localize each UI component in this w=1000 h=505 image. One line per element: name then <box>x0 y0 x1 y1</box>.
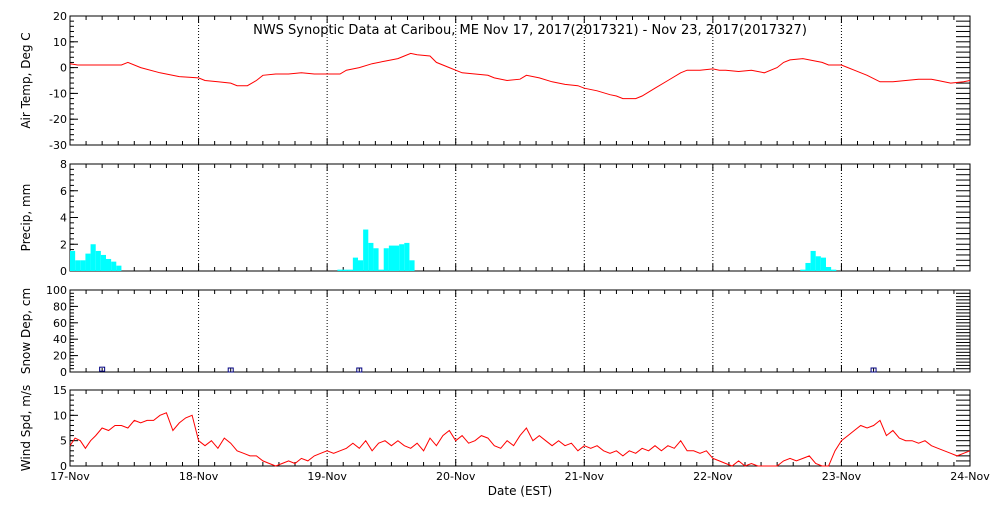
x-tick-label: 20-Nov <box>436 470 476 483</box>
precip-bar <box>363 229 369 271</box>
y-tick-label: 8 <box>60 158 67 171</box>
snow-marker <box>99 366 106 372</box>
precip-bar <box>106 258 112 271</box>
snow-marker <box>356 367 363 373</box>
precip-bar <box>75 260 81 271</box>
precip-bar <box>95 250 101 271</box>
panel-frame <box>69 389 971 467</box>
precip-bar <box>90 244 96 271</box>
precip-bar <box>399 244 405 271</box>
y-tick-label: 60 <box>53 317 67 330</box>
precip-bar <box>388 245 394 271</box>
series-line <box>69 412 971 467</box>
x-axis-title: Date (EST) <box>488 484 552 498</box>
y-tick-label: 4 <box>60 212 67 225</box>
y-tick-label: 6 <box>60 185 67 198</box>
x-tick-label: 21-Nov <box>565 470 605 483</box>
precip-bar <box>347 269 353 271</box>
precip-bar <box>394 245 400 271</box>
precip-bar <box>368 242 374 271</box>
precip-bar <box>342 269 348 271</box>
x-tick-label: 18-Nov <box>179 470 219 483</box>
precip-bar <box>70 250 76 271</box>
y-tick-label: 80 <box>53 300 67 313</box>
y-tick-label: 20 <box>53 350 67 363</box>
y-tick-label: 2 <box>60 238 67 251</box>
precip-bar <box>826 266 832 271</box>
y-tick-label: 20 <box>53 10 67 23</box>
chart-title: NWS Synoptic Data at Caribou, ME Nov 17,… <box>253 23 807 38</box>
precip-bar <box>378 269 384 271</box>
precip-bar <box>352 257 358 271</box>
y-axis-title: Air Temp, Deg C <box>19 32 33 128</box>
y-tick-label: 0 <box>60 366 67 379</box>
precip-bar <box>409 260 415 271</box>
y-axis-title: Precip, mm <box>19 184 33 252</box>
panel-frame <box>69 163 971 272</box>
y-tick-label: 40 <box>53 333 67 346</box>
precip-bar <box>404 242 410 271</box>
snow-marker <box>870 367 877 373</box>
y-tick-label: -20 <box>49 113 67 126</box>
precip-bar <box>111 261 117 271</box>
y-tick-label: 5 <box>60 435 67 448</box>
snow-marker <box>227 367 234 373</box>
y-tick-label: -10 <box>49 87 67 100</box>
x-tick-label: 22-Nov <box>693 470 733 483</box>
y-tick-label: 0 <box>60 62 67 75</box>
y-axis-title: Snow Dep, cm <box>19 288 33 374</box>
precip-bar <box>358 260 364 271</box>
precip-bar <box>337 269 343 271</box>
precip-bar <box>831 269 837 271</box>
precip-bar <box>85 253 91 271</box>
precip-bar <box>80 260 86 271</box>
y-tick-label: 15 <box>53 384 67 397</box>
precip-bar <box>815 256 821 271</box>
precip-bar <box>373 248 379 271</box>
y-axis-title: Wind Spd, m/s <box>19 385 33 471</box>
series-line <box>69 52 971 100</box>
precip-bar <box>800 269 806 271</box>
x-tick-label: 23-Nov <box>822 470 862 483</box>
precip-bar <box>820 257 826 271</box>
precip-bar <box>383 248 389 271</box>
y-tick-label: 100 <box>46 284 67 297</box>
precip-bar <box>810 250 816 271</box>
x-tick-label: 17-Nov <box>50 470 90 483</box>
x-tick-label: 24-Nov <box>950 470 990 483</box>
precip-bar <box>805 262 811 271</box>
y-tick-label: 10 <box>53 409 67 422</box>
y-tick-label: 0 <box>60 460 67 473</box>
y-tick-label: 10 <box>53 36 67 49</box>
y-tick-label: -30 <box>49 139 67 152</box>
y-tick-label: 0 <box>60 265 67 278</box>
panel-frame <box>69 289 971 373</box>
precip-bar <box>116 265 122 271</box>
precip-bar <box>100 254 106 271</box>
x-tick-label: 19-Nov <box>307 470 347 483</box>
